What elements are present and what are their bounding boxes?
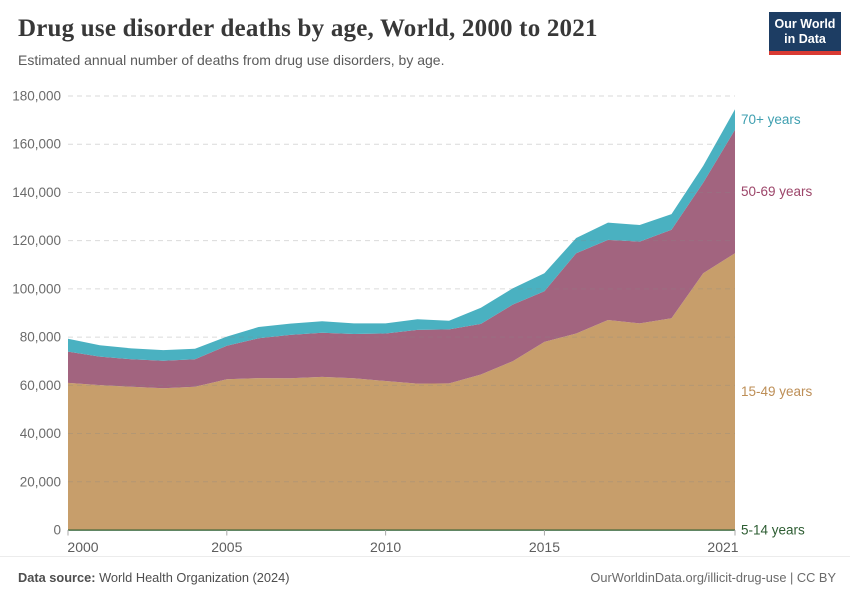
y-axis-tick-label: 100,000 <box>12 281 61 296</box>
y-axis: 0 20,000 40,000 60,000 80,000 100,000 120,000 1… <box>12 89 61 538</box>
x-axis-tick-label: 2010 <box>370 539 401 555</box>
owid-logo-line1: Our World <box>774 17 836 31</box>
x-axis: 2000 2005 2010 2015 2021 <box>67 530 739 555</box>
y-axis-tick-label: 140,000 <box>12 185 61 200</box>
series-label-5-14-years[interactable]: 5-14 years <box>741 522 805 537</box>
x-axis-tick-label: 2021 <box>707 539 738 555</box>
y-axis-tick-label: 80,000 <box>20 330 61 345</box>
area-bands <box>68 109 735 530</box>
area-15-49-years[interactable] <box>68 253 735 530</box>
area-70-years[interactable] <box>68 109 735 361</box>
area-50-69-years[interactable] <box>68 129 735 389</box>
owid-logo-line2: in Data <box>784 32 826 46</box>
x-axis-tick-label: 2015 <box>529 539 560 555</box>
chart-footer: Data source: World Health Organization (… <box>0 556 850 600</box>
y-axis-tick-label: 0 <box>53 523 61 538</box>
y-axis-tick-label: 160,000 <box>12 137 61 152</box>
y-axis-tick-label: 20,000 <box>20 474 61 489</box>
area-5-14-years[interactable] <box>68 529 735 531</box>
y-axis-tick-label: 180,000 <box>12 89 61 104</box>
series-label-15-49-years[interactable]: 15-49 years <box>741 384 813 399</box>
series-labels: 5-14 years 15-49 years 50-69 years 70+ year… <box>741 112 813 537</box>
chart-subtitle: Estimated annual number of deaths from d… <box>18 52 445 69</box>
series-label-50-69-years[interactable]: 50-69 years <box>741 184 813 199</box>
chart-header: Drug use disorder deaths by age, World, … <box>18 13 750 69</box>
gridlines <box>68 95 735 483</box>
x-axis-tick-label: 2005 <box>211 539 242 555</box>
y-axis-tick-label: 60,000 <box>20 378 61 393</box>
y-axis-tick-label: 40,000 <box>20 426 61 441</box>
data-source-line: Data source: World Health Organization (… <box>18 570 289 600</box>
x-axis-tick-label: 2000 <box>67 539 98 555</box>
data-source-label: Data source: <box>18 570 96 585</box>
chart-title: Drug use disorder deaths by age, World, … <box>18 15 598 42</box>
series-label-70-years[interactable]: 70+ years <box>741 112 801 127</box>
owid-logo[interactable]: Our World in Data <box>769 12 841 55</box>
y-axis-tick-label: 120,000 <box>12 233 61 248</box>
data-source-value: World Health Organization (2024) <box>95 570 290 585</box>
credit-link[interactable]: OurWorldinData.org/illicit-drug-use | CC… <box>590 570 836 585</box>
